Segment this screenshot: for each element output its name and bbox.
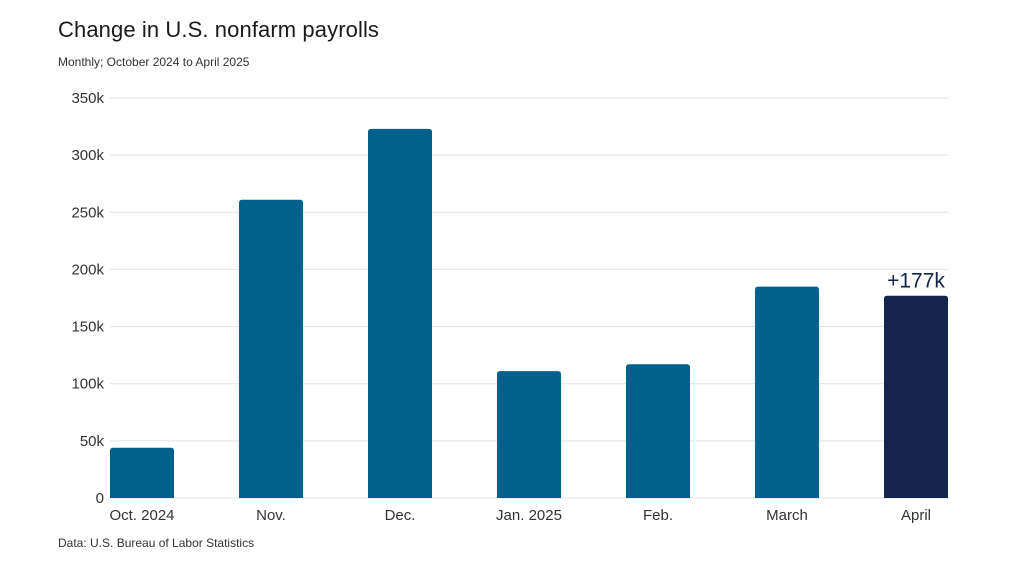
chart-title: Change in U.S. nonfarm payrolls [58,17,380,42]
y-tick-label: 50k [80,433,105,450]
bars [110,128,948,498]
y-axis: 0 50k 100k 150k 200k 250k 300k 350k [71,90,104,507]
y-tick-label: 350k [71,90,104,107]
y-tick-label: 150k [71,319,104,336]
chart-subtitle: Monthly; October 2024 to April 2025 [58,55,250,69]
bar-oct-2024 [110,447,174,498]
y-tick-label: 100k [71,376,104,393]
bar-jan-2025 [497,371,561,498]
y-tick-label: 300k [71,147,104,164]
x-tick-label: March [766,507,808,524]
bar-nov [239,199,303,498]
x-tick-label: April [901,507,931,524]
bar-feb [626,364,690,498]
x-tick-label: Nov. [256,507,286,524]
data-label-annotation: +177k [887,270,945,293]
y-tick-label: 0 [96,490,104,507]
x-tick-label: Oct. 2024 [109,507,174,524]
y-tick-label: 200k [71,261,104,278]
x-tick-label: Dec. [385,507,416,524]
x-tick-label: Jan. 2025 [496,507,562,524]
bar-dec [368,128,432,498]
bar-april [884,295,948,498]
x-tick-label: Feb. [643,507,673,524]
bar-march [755,286,819,498]
chart-source: Data: U.S. Bureau of Labor Statistics [58,536,255,550]
annotations: +177k [887,270,945,293]
y-tick-label: 250k [71,204,104,221]
x-axis: Oct. 2024 Nov. Dec. Jan. 2025 Feb. March April [109,507,931,524]
